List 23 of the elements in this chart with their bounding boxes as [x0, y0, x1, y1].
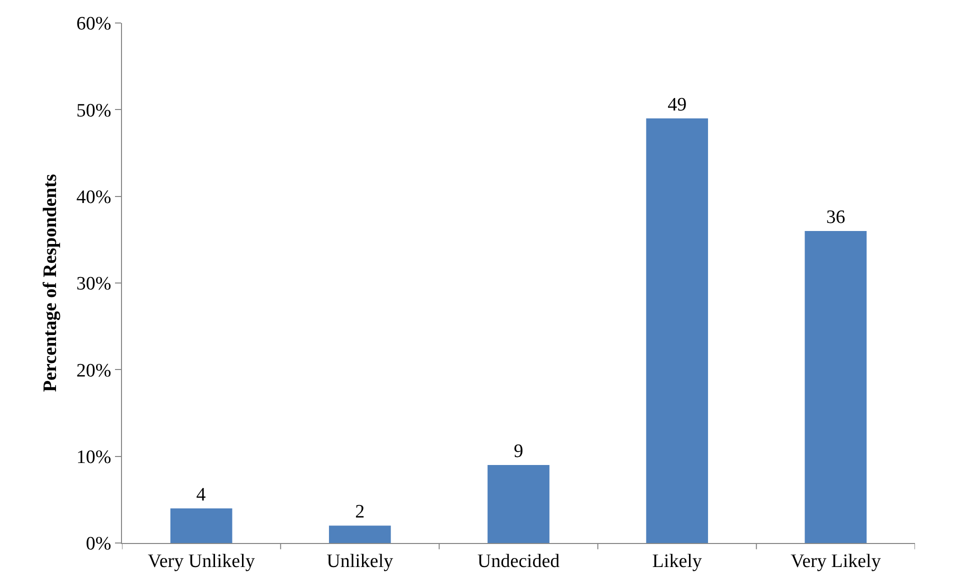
x-tick-label: Very Unlikely [148, 550, 256, 572]
bar [328, 526, 391, 543]
data-label: 4 [196, 484, 206, 506]
data-label: 2 [355, 502, 365, 523]
data-label: 36 [826, 207, 846, 228]
y-tick-label: 40% [76, 186, 112, 208]
x-tick-label: Unlikely [326, 550, 394, 572]
x-tick-label: Undecided [477, 550, 560, 572]
y-tick-label: 0% [86, 534, 112, 555]
bar [646, 118, 708, 543]
x-tick-label: Likely [652, 550, 702, 572]
y-tick-label: 20% [76, 360, 112, 382]
data-label: 49 [668, 94, 687, 116]
y-tick-label: 10% [76, 446, 112, 468]
data-label: 9 [514, 441, 524, 462]
bar [488, 465, 550, 543]
y-tick-label: 30% [76, 274, 112, 295]
y-axis-title: Percentage of Respondents [40, 174, 62, 392]
y-tick-label: 50% [76, 100, 112, 122]
x-tick-label: Very Likely [790, 550, 882, 572]
bar [804, 231, 867, 543]
y-tick-label: 60% [76, 14, 112, 35]
bar [170, 508, 232, 543]
